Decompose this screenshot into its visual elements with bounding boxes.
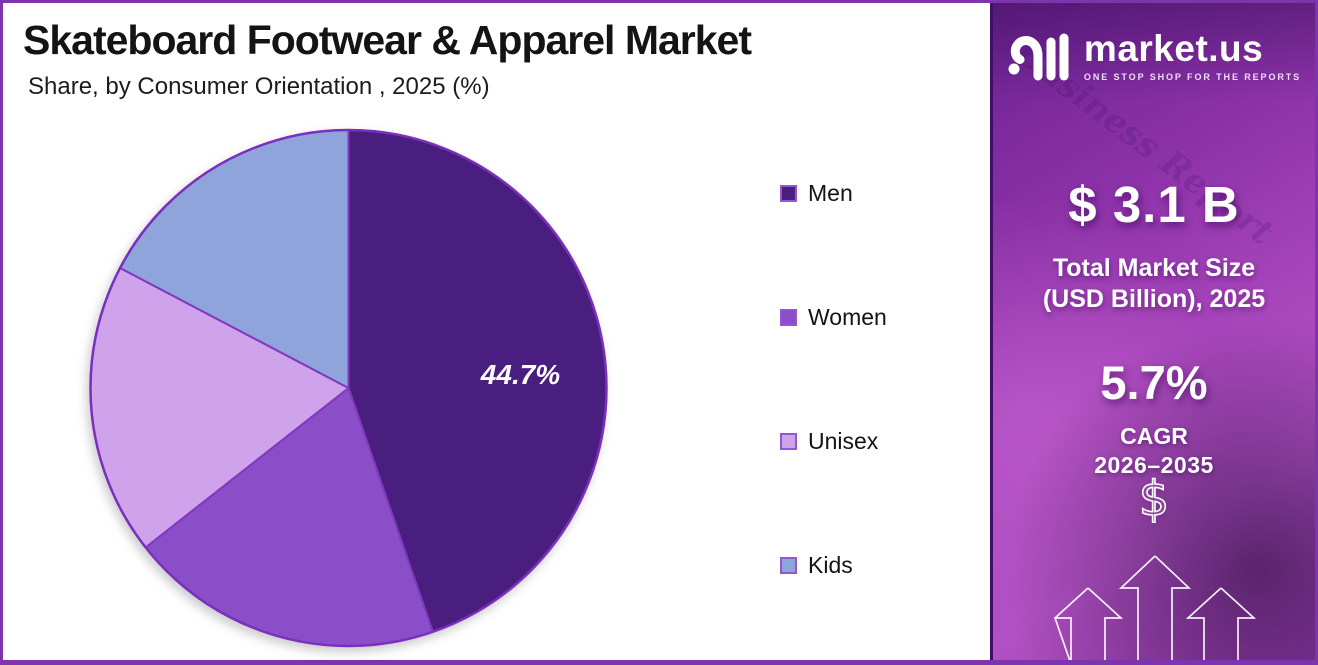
sidebar: Business Report market.us ONE STOP SHOP …: [990, 3, 1315, 660]
market-size-label: Total Market Size (USD Billion), 2025: [993, 253, 1315, 315]
legend-swatch: [780, 185, 797, 202]
legend-label: Women: [808, 304, 887, 330]
market-size-label-line2: (USD Billion), 2025: [1042, 285, 1266, 313]
legend-swatch: [780, 557, 797, 574]
growth-arrows: [1053, 555, 1257, 660]
dollar-icon: $: [1138, 470, 1170, 528]
legend-swatch: [780, 309, 797, 326]
up-arrow-icon: [1185, 587, 1257, 660]
legend-item-women: Women: [780, 304, 887, 331]
up-arrow-icon: [1053, 587, 1124, 660]
legend-item-unisex: Unisex: [780, 428, 887, 455]
page-title: Skateboard Footwear & Apparel Market: [23, 17, 752, 63]
pie-outer-ring: [89, 128, 608, 648]
cagr-label: CAGR: [1120, 423, 1188, 449]
legend-label: Kids: [808, 552, 853, 578]
legend-swatch: [780, 433, 797, 450]
legend-item-kids: Kids: [780, 552, 887, 579]
market-size-label-line1: Total Market Size: [1052, 254, 1256, 282]
logo-text: market.us ONE STOP SHOP FOR THE REPORTS: [1084, 30, 1301, 82]
cagr-value: 5.7%: [1100, 356, 1208, 409]
market-size-value: $ 3.1 B: [1068, 176, 1240, 233]
legend-label: Unisex: [808, 428, 879, 454]
legend: Men Women Unisex Kids: [780, 180, 887, 579]
legend-item-men: Men: [780, 180, 887, 207]
logo-mark-icon: [1008, 33, 1069, 81]
chart-panel: Skateboard Footwear & Apparel Market Sha…: [3, 3, 990, 660]
legend-label: Men: [808, 180, 853, 206]
brand-name: market.us: [1083, 28, 1264, 69]
market-us-logo: market.us ONE STOP SHOP FOR THE REPORTS: [993, 29, 1315, 83]
page-subtitle: Share, by Consumer Orientation , 2025 (%…: [28, 73, 490, 100]
brand-tagline: ONE STOP SHOP FOR THE REPORTS: [1083, 72, 1302, 82]
pie-slice-label: 44.7%: [480, 359, 560, 390]
pie-chart: 44.7%: [89, 128, 608, 648]
up-arrow-icon: [1118, 555, 1192, 660]
cagr-period: 2026–2035: [1094, 452, 1214, 478]
